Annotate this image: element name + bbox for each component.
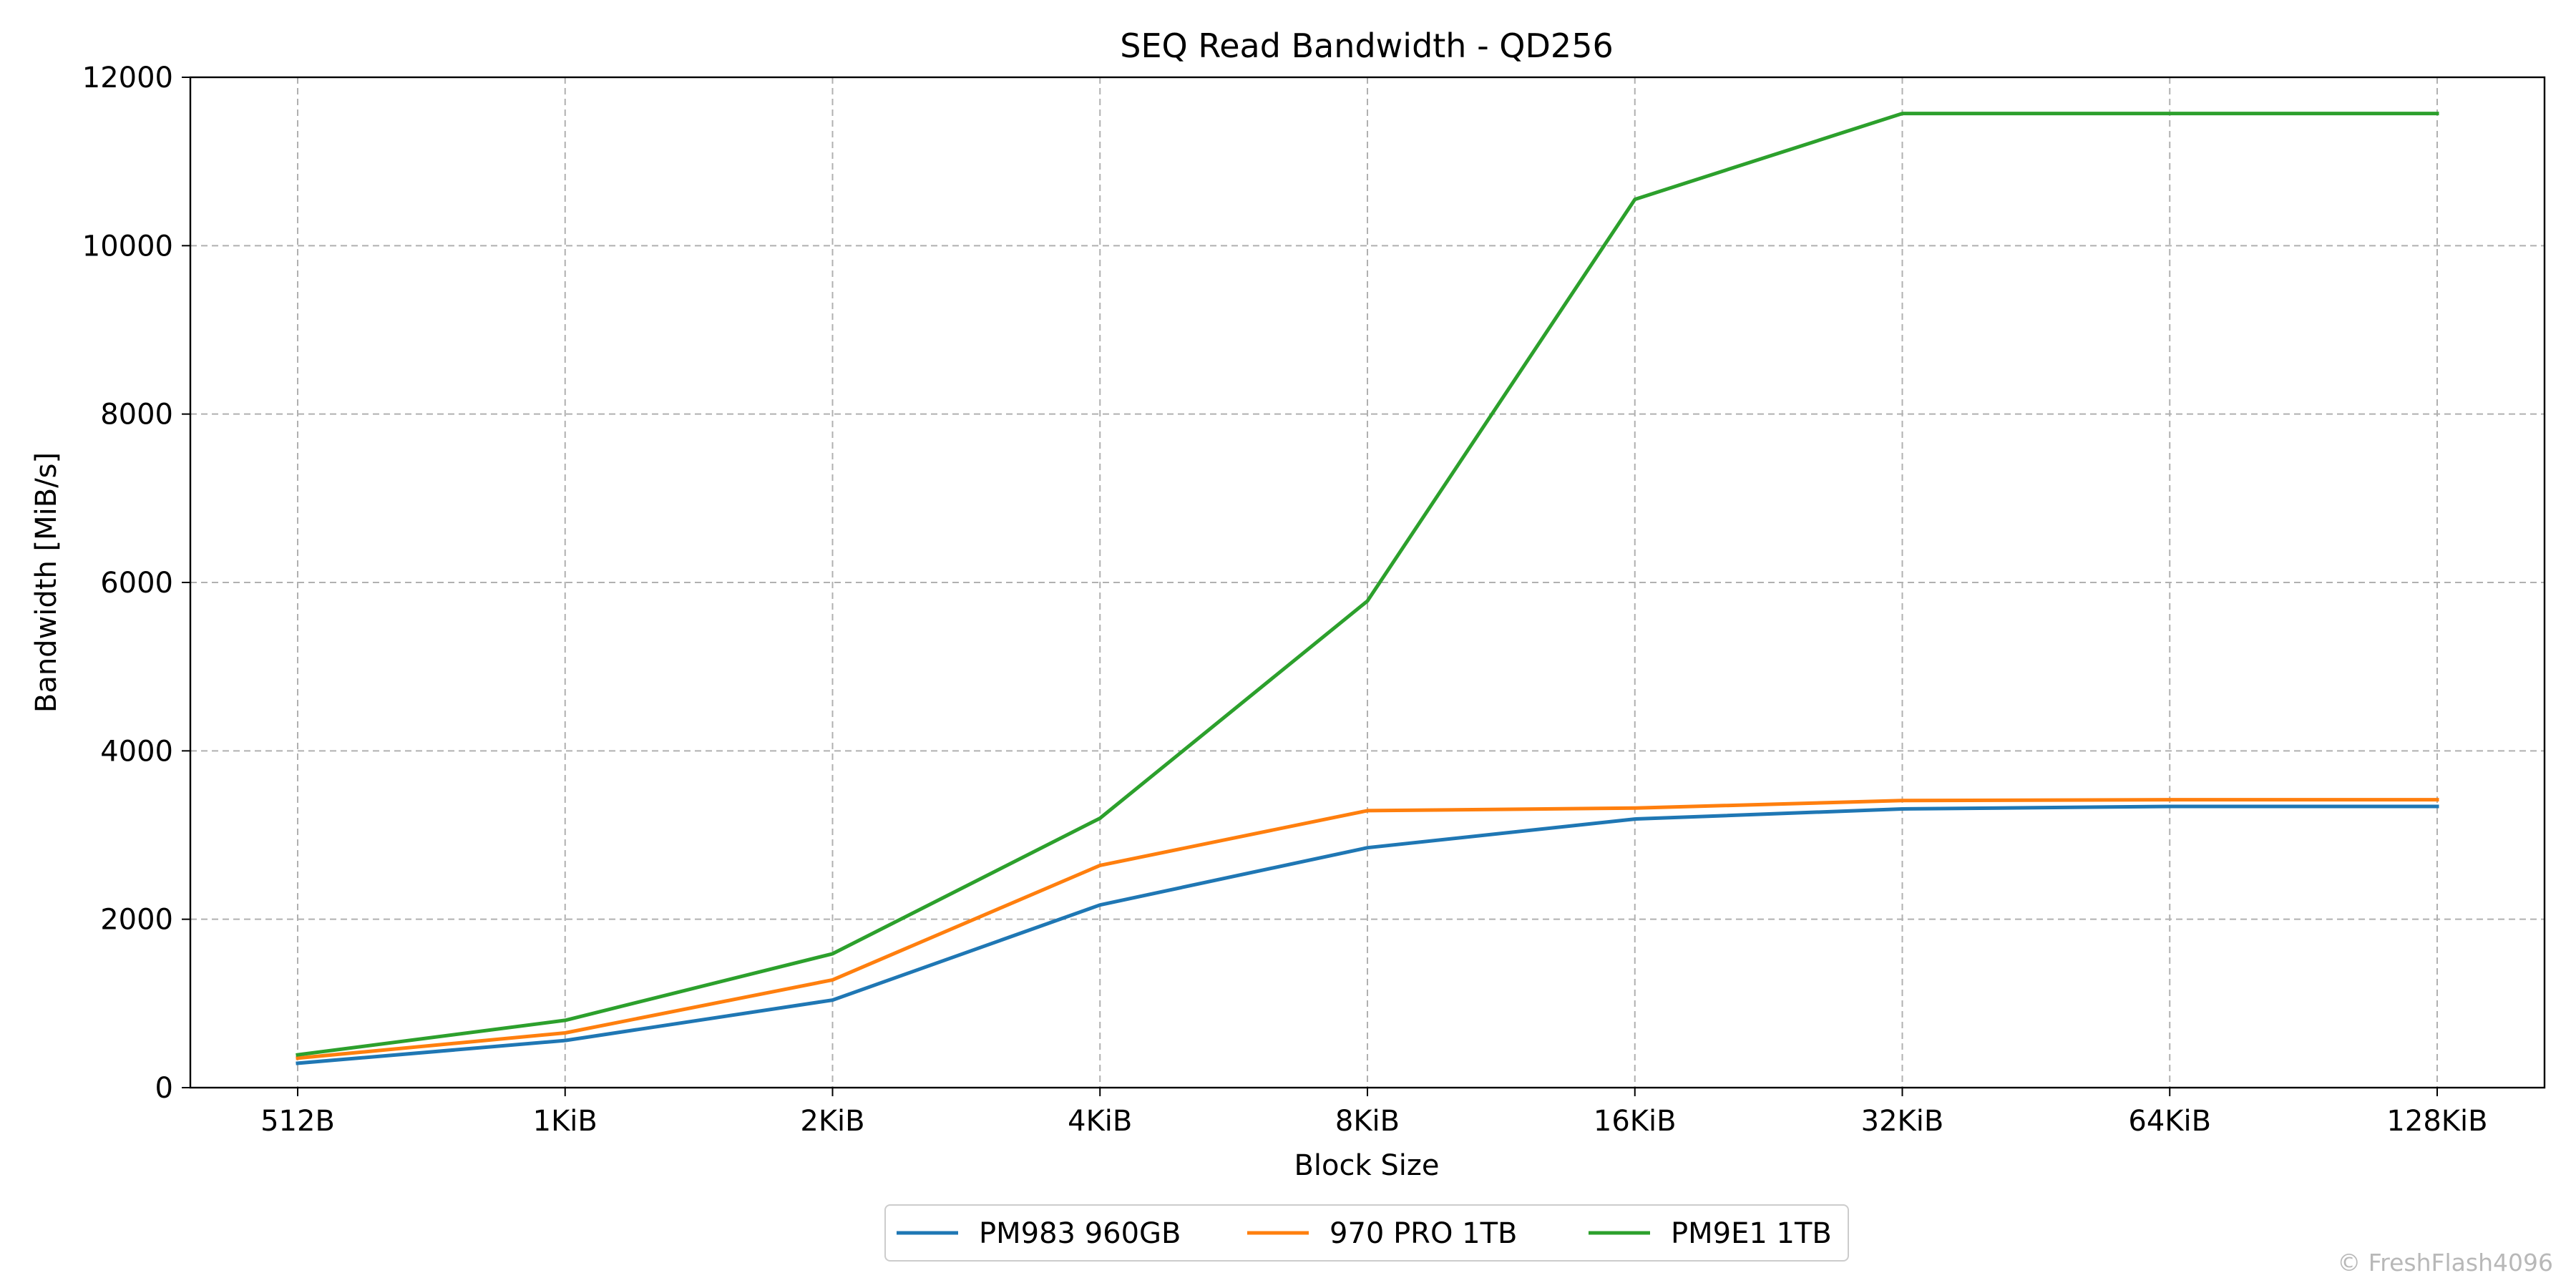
y-axis: 0 2000 4000 6000 8000 10000 12000 — [82, 62, 190, 1105]
y-tick-label: 4000 — [100, 735, 173, 768]
y-tick-label: 2000 — [100, 904, 173, 937]
grid-lines — [190, 77, 2545, 1088]
x-tick-label: 1KiB — [533, 1105, 597, 1138]
x-axis-label: Block Size — [1294, 1149, 1439, 1182]
y-tick-label: 0 — [155, 1072, 173, 1105]
y-tick-label: 12000 — [82, 62, 173, 94]
x-tick-label: 4KiB — [1068, 1105, 1132, 1138]
chart-title: SEQ Read Bandwidth - QD256 — [1120, 26, 1613, 65]
x-tick-label: 512B — [260, 1105, 335, 1138]
legend-label: PM9E1 1TB — [1671, 1217, 1832, 1250]
y-tick-label: 6000 — [100, 567, 173, 600]
legend-box — [884, 1204, 1849, 1262]
y-tick-label: 8000 — [100, 399, 173, 431]
legend-label: 970 PRO 1TB — [1330, 1217, 1518, 1250]
x-tick-label: 32KiB — [1861, 1105, 1944, 1138]
legend: PM983 960GB 970 PRO 1TB PM9E1 1TB — [884, 1204, 1849, 1262]
credit-text: © FreshFlash4096 — [2337, 1249, 2553, 1277]
x-tick-label: 64KiB — [2128, 1105, 2211, 1138]
legend-label: PM983 960GB — [979, 1217, 1181, 1250]
x-tick-label: 8KiB — [1335, 1105, 1400, 1138]
x-tick-label: 128KiB — [2386, 1105, 2487, 1138]
y-tick-label: 10000 — [82, 230, 173, 263]
x-tick-label: 2KiB — [800, 1105, 864, 1138]
x-tick-label: 16KiB — [1594, 1105, 1677, 1138]
series-lines — [296, 112, 2439, 1065]
x-axis: 512B 1KiB 2KiB 4KiB 8KiB 16KiB 32KiB 64KiB 128Ki… — [260, 1088, 2488, 1138]
y-axis-label: Bandwidth [MiB/s] — [30, 452, 63, 713]
